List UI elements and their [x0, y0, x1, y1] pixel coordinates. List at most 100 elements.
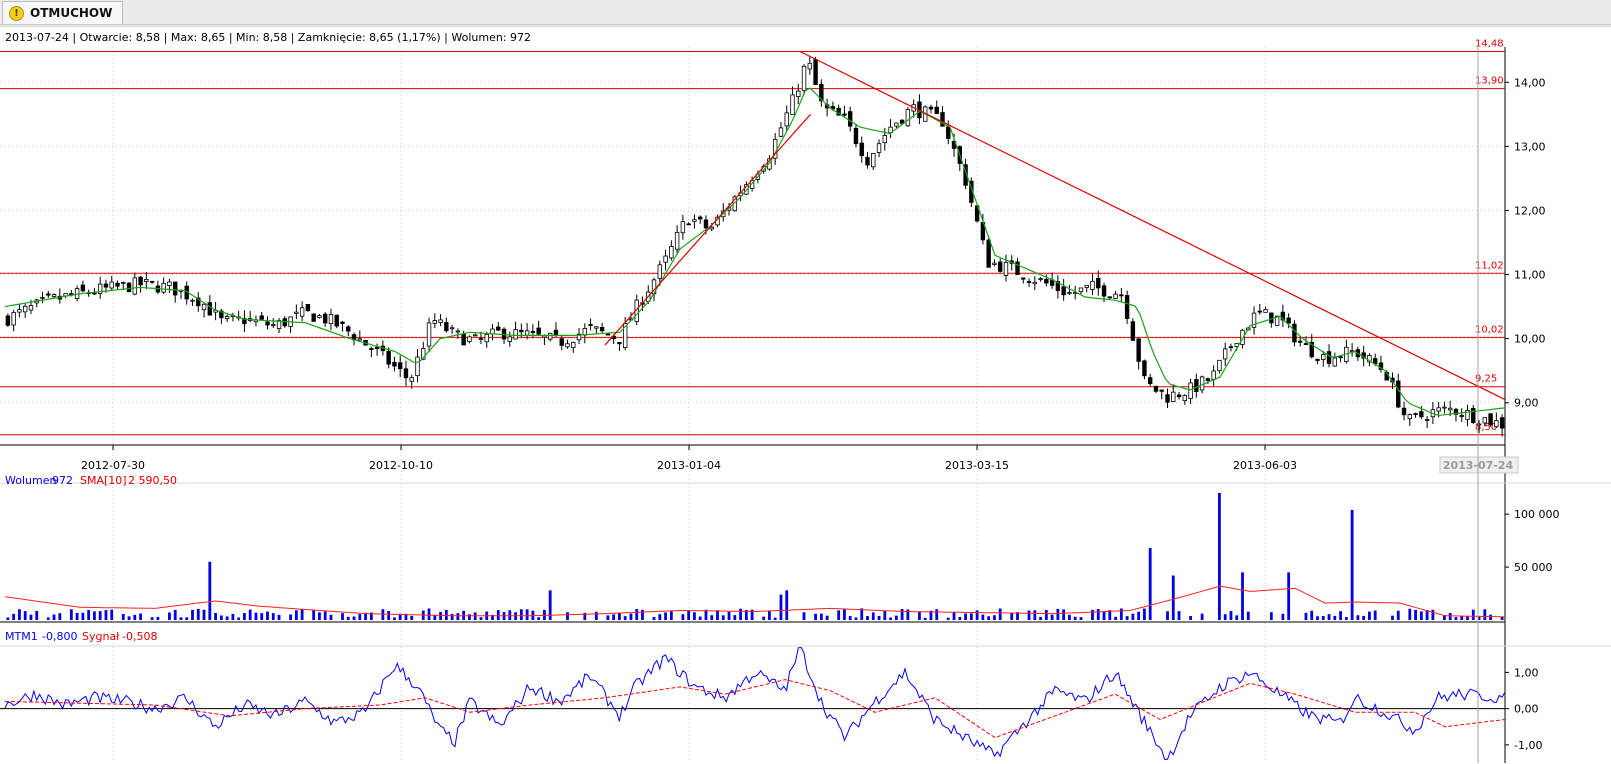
candle-body — [126, 282, 132, 293]
volume-bar — [110, 609, 114, 620]
candle-body — [421, 348, 426, 360]
candle-body — [1217, 359, 1222, 372]
candle-body — [796, 90, 801, 97]
volume-bar — [727, 611, 731, 620]
volume-bar — [1119, 608, 1123, 620]
candle-body — [92, 292, 97, 295]
candle-body — [784, 112, 789, 127]
candle-body — [553, 329, 559, 336]
candle-body — [986, 239, 991, 268]
volume-bar — [652, 616, 656, 620]
candle-body — [415, 356, 420, 377]
volume-bar — [929, 610, 933, 620]
candle-body — [28, 305, 34, 311]
candle-body — [530, 331, 536, 333]
candle-body — [496, 326, 501, 331]
candle-body — [1297, 340, 1303, 343]
volume-bar — [1223, 614, 1227, 620]
candle-body — [801, 65, 807, 92]
volume-bar — [346, 616, 350, 620]
volume-bar — [1068, 614, 1071, 620]
volume-bar — [704, 609, 708, 620]
volume-bar — [81, 612, 85, 620]
volume-bar — [1229, 611, 1233, 620]
volume-bar — [1316, 616, 1319, 620]
volume-bar — [1010, 612, 1014, 620]
date-axis-label: 2012-10-10 — [369, 459, 433, 472]
volume-bar — [381, 609, 385, 620]
candle-body — [686, 223, 691, 226]
volume-bar — [1033, 610, 1037, 620]
volume-bar — [69, 609, 73, 620]
trend-line — [604, 113, 811, 346]
candle-body — [1482, 417, 1488, 424]
candle-body — [1130, 321, 1136, 341]
candle-body — [576, 333, 582, 341]
volume-bar — [271, 613, 275, 620]
candle-body — [813, 59, 818, 85]
candle-body — [346, 326, 351, 332]
volume-bar — [398, 613, 402, 620]
volume-bar — [871, 612, 875, 620]
candle-body — [882, 135, 888, 144]
volume-bar — [254, 612, 258, 620]
volume-bar — [185, 617, 189, 620]
candle-body — [599, 326, 605, 332]
signal-legend-value: -0,508 — [122, 630, 157, 643]
candle-body — [1044, 279, 1049, 284]
volume-bar — [975, 610, 979, 620]
candle-body — [455, 330, 461, 333]
tab-otmuchow[interactable]: ! OTMUCHOW — [2, 1, 124, 24]
candle-body — [121, 281, 126, 284]
candle-body — [940, 112, 945, 127]
volume-bar — [444, 609, 448, 620]
candle-body — [1447, 407, 1453, 411]
volume-bar — [519, 609, 523, 620]
momentum-panel[interactable] — [0, 646, 1506, 760]
candle-body — [1303, 343, 1309, 345]
stock-chart[interactable]: 2013-07-24 | Otwarcie: 8,58 | Max: 8,65 … — [0, 25, 1611, 764]
candle-body — [51, 294, 57, 297]
volume-bar — [721, 615, 725, 620]
volume-bar — [410, 615, 414, 620]
candle-body — [1147, 377, 1153, 385]
volume-bar — [987, 616, 991, 620]
volume-bar — [450, 613, 454, 620]
candle-body — [1465, 409, 1470, 420]
candle-body — [1090, 280, 1095, 290]
candle-body — [5, 315, 11, 326]
candle-body — [334, 314, 339, 327]
volume-bar — [231, 613, 235, 620]
candle-body — [22, 305, 28, 313]
price-panel[interactable]: 14,48 13,90 11,02 10,02 9,25 8,50 — [0, 38, 1506, 437]
candle-body — [1026, 281, 1032, 283]
volume-bar — [1448, 612, 1452, 620]
candle-body — [46, 293, 51, 296]
candle-body — [1107, 296, 1113, 299]
volume-panel[interactable] — [4, 493, 1506, 620]
volume-bar — [1079, 617, 1083, 620]
candle-body — [1419, 411, 1424, 418]
candle-body — [830, 106, 836, 110]
level-label: 13,90 — [1475, 76, 1504, 87]
volume-bar — [629, 613, 633, 620]
volume-bar — [1125, 616, 1129, 620]
warning-icon: ! — [9, 5, 24, 21]
candle-body — [149, 280, 155, 283]
candle-body — [571, 342, 576, 348]
volume-bar — [191, 609, 194, 620]
volume-bar — [1408, 608, 1412, 620]
volume-bar — [964, 613, 967, 620]
volume-bar — [133, 614, 137, 620]
candle-body — [1286, 317, 1291, 324]
volume-bar — [1304, 612, 1308, 620]
candle-body — [807, 62, 813, 70]
candle-body — [1165, 394, 1170, 403]
candle-body — [1188, 382, 1193, 399]
candle-body — [703, 219, 709, 229]
momentum-legend: MTM1 -0,800 Sygnał -0,508 — [5, 630, 157, 643]
volume-bar — [168, 612, 171, 620]
volume-bar — [1431, 609, 1435, 620]
candle-body — [865, 156, 870, 166]
candle-body — [138, 276, 143, 286]
